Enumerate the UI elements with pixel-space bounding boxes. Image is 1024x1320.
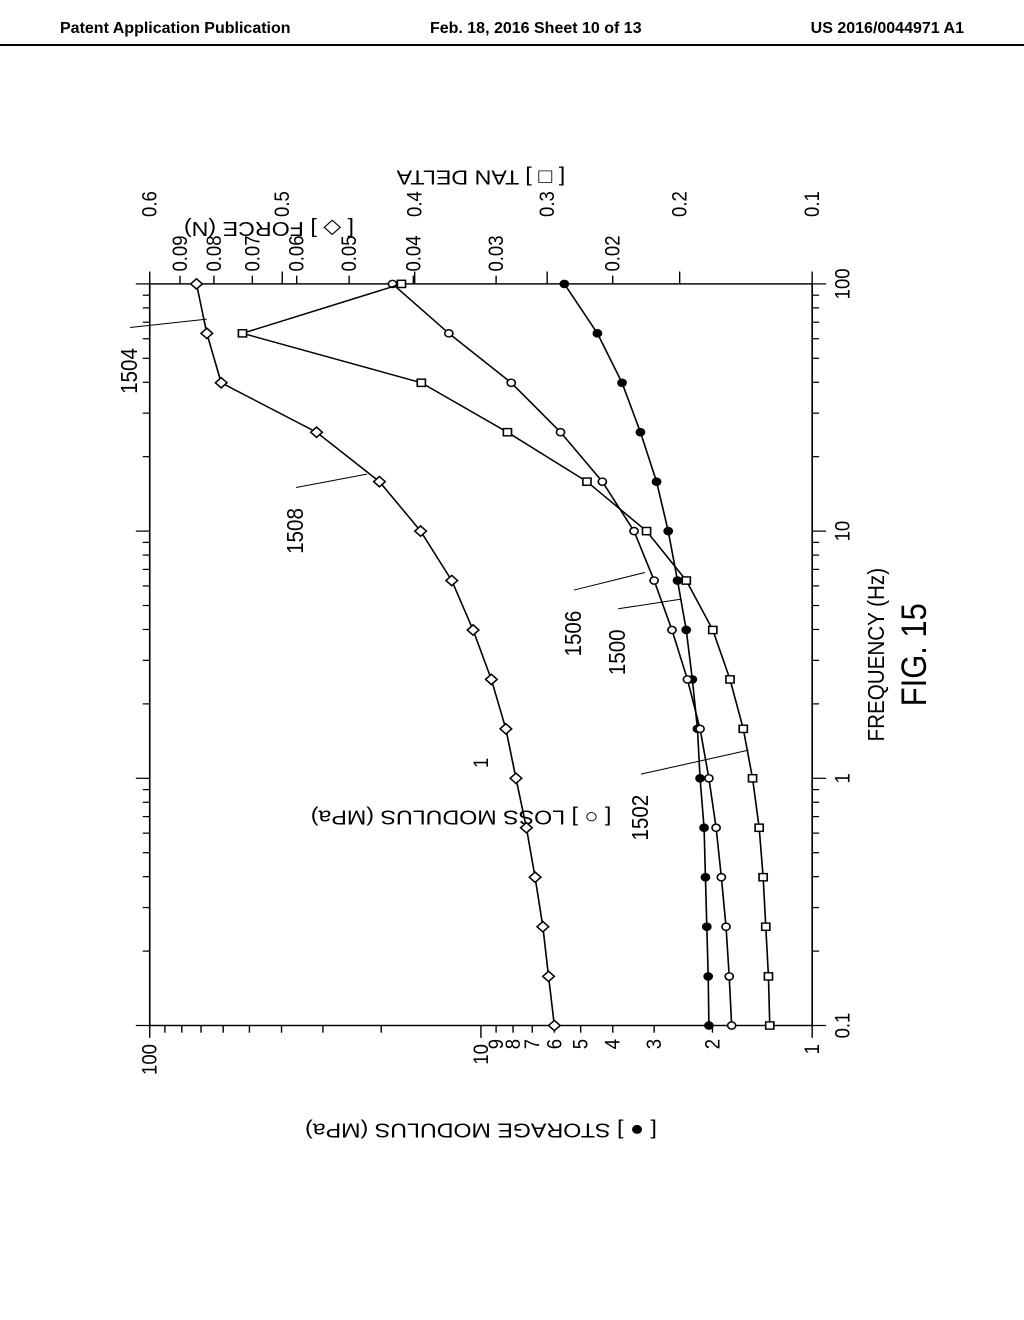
svg-text:5: 5 [570,1039,593,1049]
svg-text:3: 3 [643,1039,666,1049]
svg-text:6: 6 [543,1039,566,1049]
svg-text:100: 100 [139,1044,162,1075]
svg-text:0.4: 0.4 [404,191,427,217]
svg-text:0.04: 0.04 [402,235,425,271]
ref-1500: 1500 [604,629,630,675]
svg-text:0.3: 0.3 [536,191,559,217]
series-force [196,284,554,1026]
svg-text:0.09: 0.09 [169,235,192,271]
ref-1504: 1504 [116,348,142,394]
svg-text:0.6: 0.6 [139,191,162,217]
svg-text:100: 100 [831,268,854,299]
ref-1502: 1502 [627,795,653,841]
series-tan_delta [242,284,769,1026]
svg-text:4: 4 [602,1039,625,1049]
svg-text:0.1: 0.1 [801,191,824,217]
svg-text:0.2: 0.2 [669,191,692,217]
svg-text:0.06: 0.06 [286,235,309,271]
svg-text:0.05: 0.05 [338,235,361,271]
svg-text:10: 10 [831,521,854,542]
ref-1506: 1506 [560,611,586,657]
svg-text:2: 2 [701,1039,724,1049]
svg-text:1: 1 [801,1044,824,1054]
svg-text:0.1: 0.1 [831,1013,854,1039]
figure-container: 0.1110100FREQUENCY (Hz)FIG. 151234567891… [80,150,940,1180]
chart-svg: 0.1110100FREQUENCY (Hz)FIG. 151234567891… [80,150,940,1180]
ref-1508: 1508 [282,508,308,554]
svg-text:0.03: 0.03 [485,235,508,271]
svg-text:1: 1 [831,773,854,783]
force-axis-label: [ ◇ ] FORCE (N) [184,217,354,240]
svg-text:0.08: 0.08 [203,235,226,271]
loss-axis-label: [ ○ ] LOSS MODULUS (MPa) [311,806,612,829]
figure-label: FIG. 15 [894,603,933,706]
header-center: Feb. 18, 2016 Sheet 10 of 13 [345,20,726,38]
header-left: Patent Application Publication [60,20,345,38]
svg-text:0.5: 0.5 [271,191,294,217]
svg-text:0.02: 0.02 [602,235,625,271]
tandelta-axis-label: [ □ ] TAN DELTA [396,166,565,189]
header-right: US 2016/0044971 A1 [726,20,964,38]
x-axis-label: FREQUENCY (Hz) [863,568,889,742]
svg-text:10: 10 [470,1044,493,1065]
patent-header: Patent Application Publication Feb. 18, … [0,20,1024,46]
svg-text:0.07: 0.07 [241,235,264,271]
storage-axis-label: [ ● ] STORAGE MODULUS (MPa) [305,1119,657,1142]
svg-text:1: 1 [470,758,493,768]
